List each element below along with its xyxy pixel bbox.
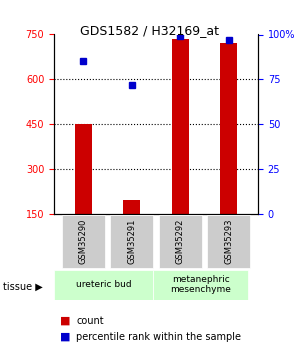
FancyBboxPatch shape — [159, 215, 202, 268]
Bar — [123, 200, 140, 214]
Text: GSM35293: GSM35293 — [224, 219, 233, 264]
Text: GSM35290: GSM35290 — [79, 219, 88, 264]
Bar — [172, 39, 189, 214]
Text: metanephric
mesenchyme: metanephric mesenchyme — [170, 275, 231, 294]
FancyBboxPatch shape — [110, 215, 153, 268]
Bar — [75, 124, 92, 214]
Text: GSM35292: GSM35292 — [176, 219, 185, 264]
Text: ■: ■ — [60, 332, 70, 342]
FancyBboxPatch shape — [208, 215, 250, 268]
Text: count: count — [76, 316, 104, 326]
Text: ureteric bud: ureteric bud — [76, 280, 131, 289]
Text: GDS1582 / H32169_at: GDS1582 / H32169_at — [80, 24, 220, 37]
Text: percentile rank within the sample: percentile rank within the sample — [76, 332, 242, 342]
Text: tissue ▶: tissue ▶ — [3, 282, 43, 292]
FancyBboxPatch shape — [153, 270, 248, 299]
FancyBboxPatch shape — [54, 270, 153, 299]
FancyBboxPatch shape — [62, 215, 104, 268]
Bar — [220, 43, 237, 214]
Text: ■: ■ — [60, 316, 70, 326]
Text: GSM35291: GSM35291 — [127, 219, 136, 264]
